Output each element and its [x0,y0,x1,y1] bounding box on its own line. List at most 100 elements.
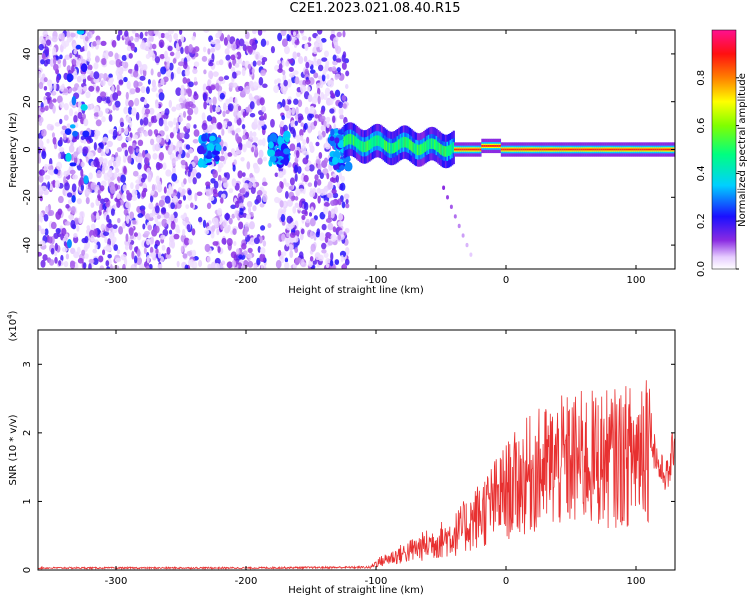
spectrogram-cell [187,148,194,154]
spectrogram-cell [128,145,134,155]
spectrogram-cell [330,210,335,219]
spectrogram-cell [321,249,327,254]
spectrogram-cell [62,58,67,68]
spectrogram-cell [465,242,469,248]
spectrogram-cell [309,256,314,262]
spectrogram-cell [261,60,266,66]
spectrogram-cell [193,129,200,137]
spectrogram-cell [40,259,46,268]
spectrogram-cell [284,261,290,269]
spectrogram-cell [337,234,342,241]
spectrogram-cell [103,246,109,251]
spectrogram-cell [421,143,424,155]
spectrogram-cell [147,78,151,85]
spectrogram-cell [53,168,59,175]
spectrogram-cell [105,53,109,60]
spectrogram-cell [341,201,346,209]
spectrogram-cell [77,86,83,95]
spectrogram-cell [137,156,143,163]
spectrogram-cell [187,107,194,116]
spectrogram-cell [284,105,290,112]
spectrogram-cell [225,98,231,106]
spectrogram-cell [201,133,208,142]
spectrogram-cell [107,79,114,87]
spectrogram-cell [44,174,51,180]
spectrogram-cell [384,139,387,151]
spectrogram-cell [336,67,341,73]
spectrogram-cell [660,148,663,151]
spectrogram-cell [43,59,49,67]
spectrogram-cell [184,68,190,77]
spectrogram-cell [477,148,480,151]
spectrogram-cell [606,148,609,151]
spectrogram-cell [341,61,347,70]
spectrogram-cell [262,137,266,147]
spectrogram-cell [209,135,216,142]
spectrogram-cell [114,100,121,108]
spectrogram-cell [494,144,498,147]
spectrogram-cell [180,88,185,97]
spectrogram-cell [212,71,219,77]
spectrogram-cell [639,148,642,151]
spectrogram-cell [289,221,295,229]
spectrogram-cell [306,165,310,171]
spectrogram-cell [294,247,299,253]
spectrogram-cell [162,162,167,170]
spectrogram-cell [125,189,130,196]
spectrogram-cell [242,172,246,177]
spectrogram-cell [153,30,159,35]
spectrogram-cell [343,136,346,147]
spectrogram-cell [68,88,72,94]
spectrogram-cell [53,56,57,66]
spectrogram-cell [170,71,174,80]
spectrogram-cell [376,135,379,146]
spectrogram-cell [64,221,71,226]
spectrogram-cell [84,188,91,195]
spectrogram-cell [205,85,212,91]
spectrogram-cell [621,148,624,151]
snr-xlabel: Height of straight line (km) [288,585,424,596]
spectrogram-cell [209,104,213,114]
spectrogram-cell [212,188,218,194]
spectrogram-cell [132,170,139,177]
spectrogram-cell [125,136,132,142]
spectrogram-cell [83,138,87,145]
spectrogram-cell [128,243,133,251]
spectrogram-cell [192,177,197,185]
spectrogram-cell [93,77,100,84]
spectrogram-cell [424,141,427,152]
spectrogram-cell [293,98,299,105]
spectrogram-cell [444,146,448,157]
spectrogram-cell [135,256,143,266]
spectrogram-cell [282,74,287,82]
spectrogram-cell [109,60,116,66]
spectrogram-cell [85,69,92,74]
spectrogram-cell [299,128,304,137]
colorbar-tick-label: 0.2 [696,213,707,229]
spectrogram-cell [335,58,342,63]
spectrogram-cell [139,31,144,39]
spectrogram-cell [281,233,286,242]
spectrogram-cell [112,129,118,139]
spectrogram-cell [214,257,221,265]
spectrogram-cell [50,221,57,230]
spectrogram-cell [55,75,60,84]
spectrogram-cell [65,204,70,209]
spectrogram-cell [312,260,317,265]
spectrogram-cell [112,104,116,111]
spectrogram-cell [109,185,116,194]
spectrogram-cell [205,188,212,197]
snr-series-line [38,380,675,570]
spectrogram-cell [331,66,337,72]
spectrogram-cell [201,112,206,121]
spectrogram-cell [339,114,344,120]
spectrogram-cell [290,195,295,202]
spectrogram-cell [110,156,115,162]
spectrogram-cell [105,202,110,208]
spectrogram-xtick-label: 100 [626,275,645,286]
spectrogram-cell [45,205,49,214]
spectrogram-cell [526,148,529,151]
spectrogram-cell [258,149,264,159]
spectrogram-cell [294,76,300,85]
spectrogram-cell [128,99,134,108]
